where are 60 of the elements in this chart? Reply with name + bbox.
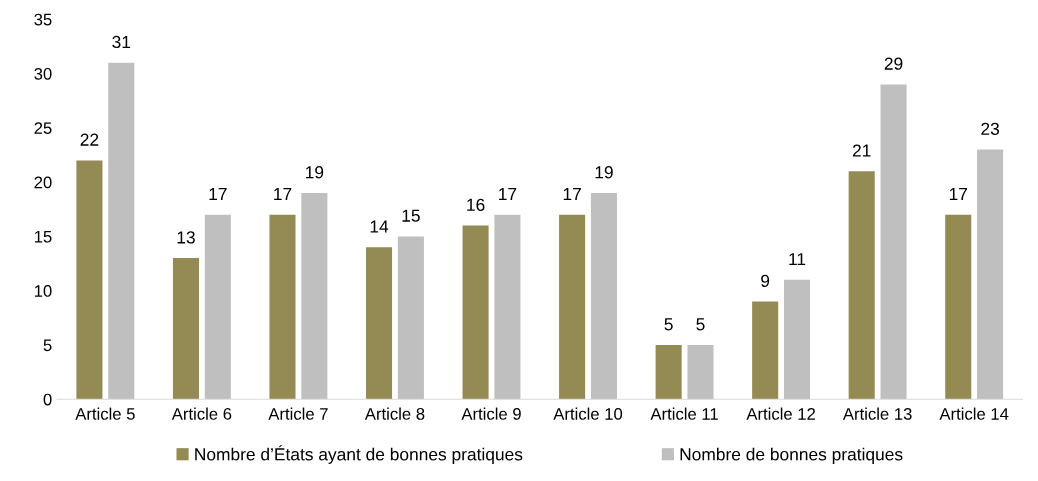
data-label: 17 <box>209 188 227 200</box>
bar <box>945 214 972 400</box>
data-label: 23 <box>981 122 999 135</box>
x-tick-label: Article 7 <box>268 407 328 420</box>
x-tick-label: Article 9 <box>461 407 521 420</box>
y-tick-label: 10 <box>34 285 52 297</box>
bar <box>880 84 907 400</box>
data-label: 21 <box>852 144 871 157</box>
bar <box>559 214 586 400</box>
bar <box>76 160 103 400</box>
y-tick-label: 35 <box>34 13 52 26</box>
data-label: 19 <box>595 166 613 179</box>
bar <box>783 279 811 400</box>
x-tick-label: Article 10 <box>553 407 623 420</box>
data-label: 17 <box>563 188 581 200</box>
data-label: 31 <box>112 35 131 49</box>
bar <box>204 214 231 400</box>
data-label: 17 <box>949 188 968 200</box>
bar <box>397 236 424 400</box>
data-label: 17 <box>274 188 292 200</box>
bar <box>269 214 296 400</box>
x-tick-label: Article 5 <box>75 407 135 420</box>
legend-label: Nombre de bonnes pratiques <box>680 447 903 464</box>
bar <box>172 258 199 400</box>
bar <box>590 192 617 400</box>
y-tick-label: 20 <box>34 176 52 189</box>
bar <box>301 192 328 400</box>
data-label: 9 <box>761 274 770 287</box>
x-tick-label: Article 6 <box>171 407 232 420</box>
data-label: 11 <box>789 253 806 266</box>
bar <box>655 344 682 400</box>
x-tick-label: Article 12 <box>746 407 815 420</box>
x-tick-label: Article 14 <box>939 407 1009 420</box>
y-tick-label: 30 <box>34 67 52 80</box>
bar <box>977 149 1004 400</box>
y-tick-label: 5 <box>43 339 52 352</box>
y-tick-label: 15 <box>34 230 52 243</box>
data-label: 22 <box>80 133 99 146</box>
y-tick-label: 0 <box>43 393 52 406</box>
bar <box>752 301 779 400</box>
bar <box>108 62 135 400</box>
bar <box>366 247 393 400</box>
data-label: 5 <box>696 318 705 331</box>
data-label: 19 <box>306 166 324 179</box>
data-label: 17 <box>499 188 517 200</box>
legend-label: Nombre d’États ayant de bonnes pratiques <box>195 445 523 464</box>
bar <box>687 344 714 400</box>
y-tick-label: 25 <box>34 122 52 135</box>
data-label: 13 <box>177 231 195 244</box>
x-tick-label: Article 11 <box>650 407 718 420</box>
bar <box>494 214 521 400</box>
data-label: 15 <box>402 209 420 222</box>
bar <box>462 225 489 400</box>
x-tick-label: Article 8 <box>364 407 425 420</box>
x-tick-label: Article 13 <box>842 407 912 420</box>
data-label: 5 <box>664 318 673 331</box>
data-label: 29 <box>884 57 903 70</box>
bar <box>848 171 875 400</box>
data-label: 14 <box>370 220 389 233</box>
data-label: 16 <box>467 198 485 211</box>
